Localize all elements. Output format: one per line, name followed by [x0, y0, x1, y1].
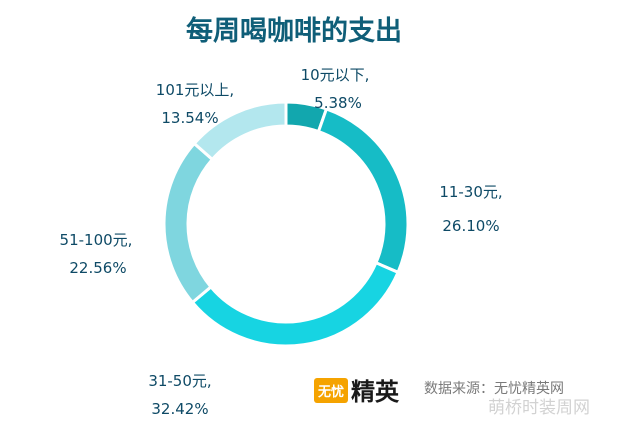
watermark: 萌桥时装周网 [488, 398, 590, 418]
logo-badge-text: 无忧 [317, 384, 344, 400]
data-label-value-3: 22.56% [69, 259, 126, 277]
data-label-value-0: 5.38% [314, 94, 362, 112]
chart-title: 每周喝咖啡的支出 [186, 15, 402, 47]
data-label-value-4: 13.54% [161, 109, 218, 127]
donut-slice-4 [192, 100, 288, 162]
data-label-category-3: 51-100元, [60, 231, 133, 249]
source-note: 数据来源：无忧精英网 [424, 380, 564, 397]
data-label-category-1: 11-30元, [439, 183, 502, 201]
donut-slice-1 [316, 106, 410, 275]
data-label-value-1: 26.10% [442, 217, 499, 235]
donut-slice-2 [190, 260, 400, 348]
donut-slices [162, 100, 410, 348]
logo-brand-text: 精英 [351, 378, 400, 406]
data-label-value-2: 32.42% [151, 400, 208, 418]
donut-slice-3 [162, 141, 215, 305]
data-label-category-4: 101元以上, [156, 81, 234, 99]
logo: 无忧 精英 [314, 378, 400, 406]
data-label-category-2: 31-50元, [148, 372, 211, 390]
logo-badge [314, 378, 348, 403]
data-labels: 10元以下, 5.38% 11-30元, 26.10% 31-50元, 32.4… [60, 66, 503, 418]
data-label-category-0: 10元以下, [301, 66, 370, 84]
